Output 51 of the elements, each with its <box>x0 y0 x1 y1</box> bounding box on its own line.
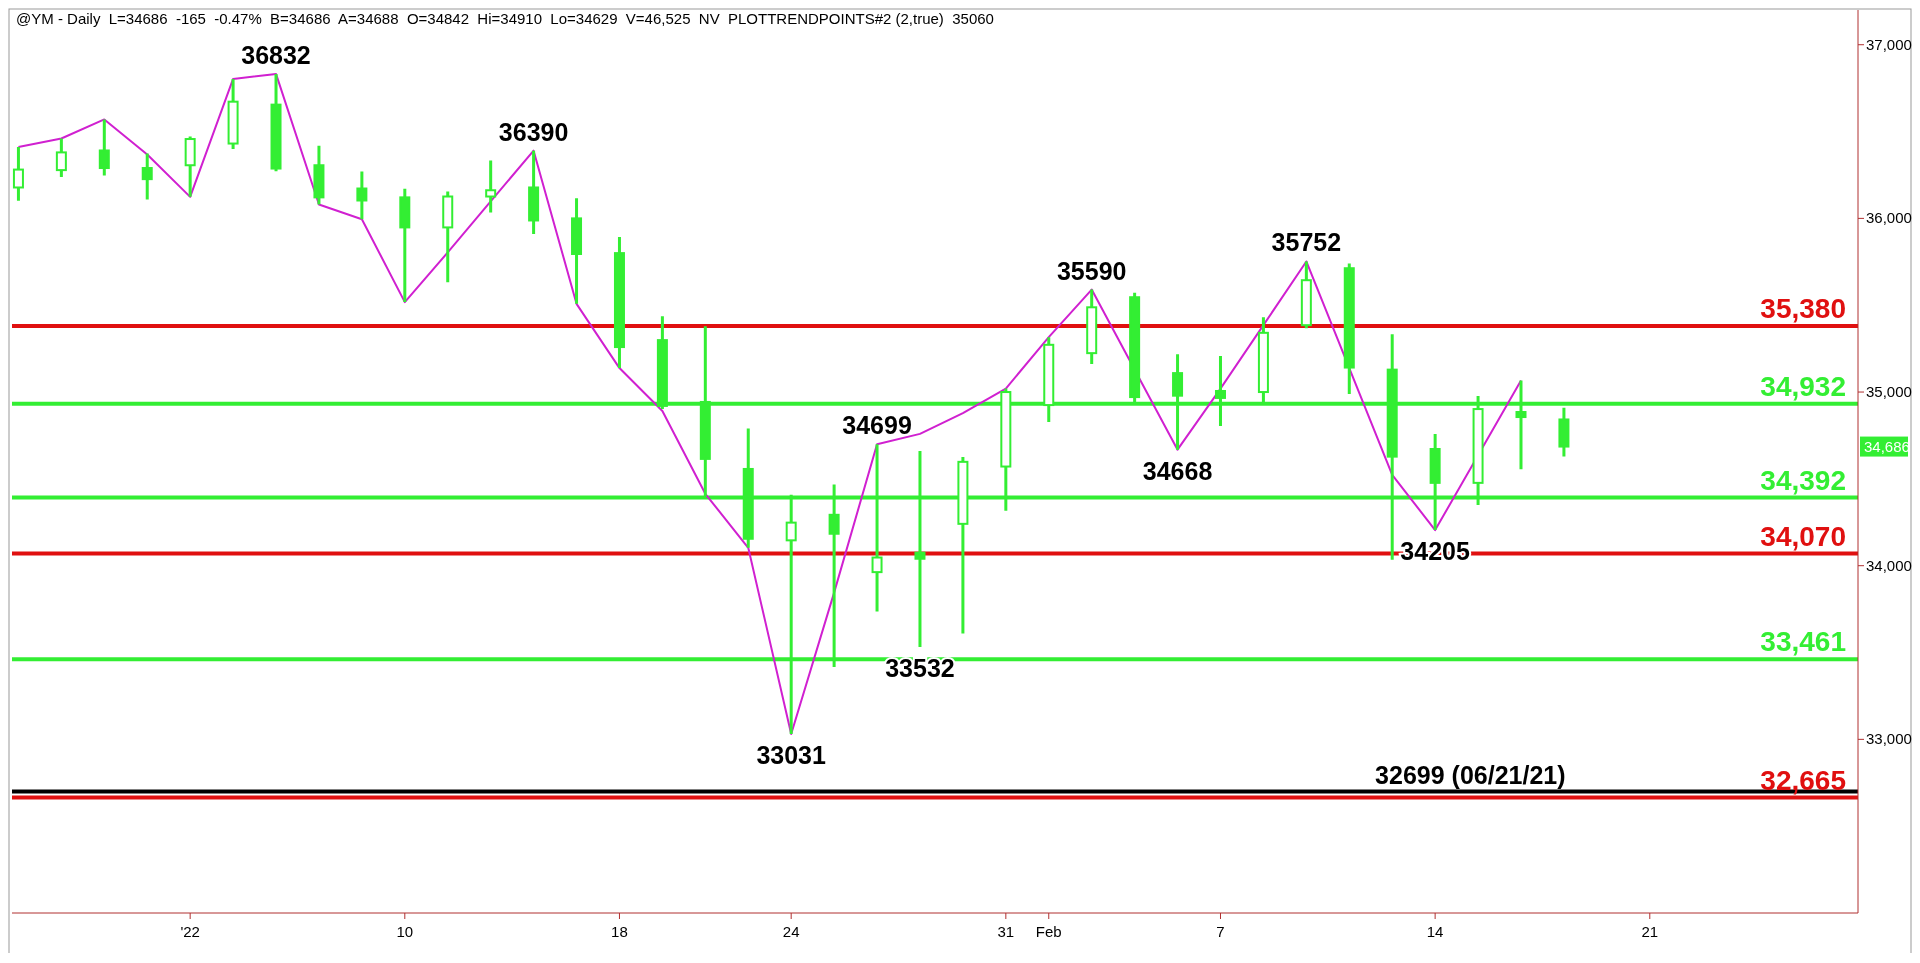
x-tick-label: 31 <box>997 923 1015 940</box>
text: 35590 <box>1056 256 1127 285</box>
candlestick <box>141 153 153 200</box>
candlestick <box>485 160 497 213</box>
candlestick <box>528 150 540 235</box>
candlestick <box>1086 289 1098 365</box>
ref-line-label: 32699 (06/21/21) <box>1375 760 1566 789</box>
line-series <box>17 72 1522 735</box>
text: 34699 <box>842 411 912 440</box>
candlestick <box>442 191 454 283</box>
candlestick <box>55 138 67 177</box>
ref-line-label: 33,461 <box>1760 626 1846 658</box>
text: 36832 <box>241 40 311 69</box>
candlestick <box>270 73 282 172</box>
candlestick <box>356 171 368 220</box>
text: 36390 <box>498 117 569 146</box>
candlestick <box>1300 261 1312 329</box>
candlestick <box>313 145 325 205</box>
ref-line-label: 34,070 <box>1760 520 1846 552</box>
text: 33031 <box>756 740 826 769</box>
text: 35752 <box>1271 228 1342 257</box>
x-tick-label: 10 <box>396 923 414 940</box>
x-tick-label: '22 <box>180 923 200 940</box>
ref-line-label: 34,392 <box>1760 464 1846 496</box>
candlestick <box>399 188 411 303</box>
candlestick <box>1343 263 1355 394</box>
candlestick <box>227 78 239 149</box>
candlestick <box>184 136 196 197</box>
x-tick-label: Feb <box>1035 923 1062 940</box>
text: 33532 <box>885 653 955 682</box>
ref-line-label: 34,932 <box>1760 370 1846 402</box>
candlestick <box>1558 407 1570 457</box>
x-tick-label: 14 <box>1426 923 1444 940</box>
y-tick-label: 36,000 <box>1866 209 1912 227</box>
x-tick-label: 7 <box>1216 923 1225 940</box>
x-tick-label: 24 <box>782 923 800 940</box>
text: 34668 <box>1142 456 1213 485</box>
candlestick <box>571 198 583 304</box>
chart-title: @YM - Daily L=34686 -165 -0.47% B=34686 A=34688 O=34842 Hi=34910 Lo=34629 V=46,525 NV PLOTTRENDPOINTS#2 (2,true) 35060 <box>16 10 994 27</box>
y-tick-label: 34,000 <box>1866 556 1912 574</box>
candlestick <box>613 236 625 369</box>
ref-line-label: 35,380 <box>1760 293 1846 325</box>
y-tick-label: 33,000 <box>1866 730 1912 748</box>
x-tick-label: 21 <box>1641 923 1659 940</box>
ref-line-label: 32,665 <box>1760 764 1846 796</box>
candlestick <box>12 147 24 201</box>
y-tick-label: 37,000 <box>1866 35 1912 53</box>
x-tick-label: 18 <box>611 923 628 940</box>
text: 34,686 <box>1864 437 1910 455</box>
y-tick-label: 35,000 <box>1866 383 1912 401</box>
candlestick <box>98 119 110 176</box>
